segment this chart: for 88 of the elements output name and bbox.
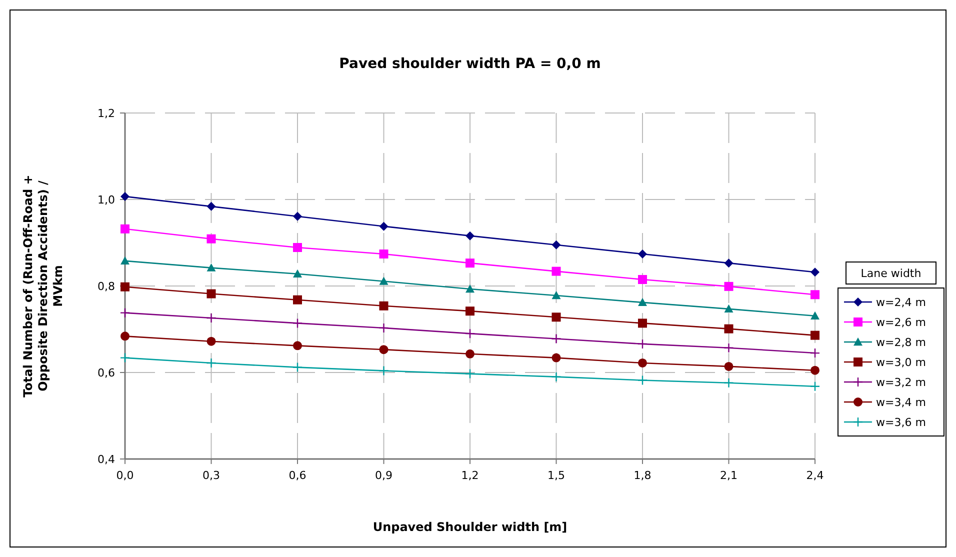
- legend-label: w=2,8 m: [876, 336, 926, 349]
- point: [724, 378, 734, 388]
- point: [810, 381, 820, 392]
- point: [552, 353, 561, 362]
- point: [638, 318, 647, 328]
- point: [379, 249, 388, 258]
- point: [810, 330, 820, 340]
- point: [379, 345, 388, 354]
- point: [206, 289, 216, 298]
- y-tick-label: 1,0: [98, 194, 115, 206]
- point: [552, 240, 561, 250]
- point: [120, 256, 130, 265]
- point: [466, 284, 474, 293]
- point: [378, 322, 389, 334]
- point: [637, 338, 648, 350]
- x-tick-label: 2,4: [806, 469, 824, 482]
- point: [810, 366, 820, 375]
- point: [120, 282, 130, 292]
- point: [551, 372, 562, 382]
- y-axis-title: Total Number of (Run-Off-Road + Opposite Direction Accidents) / MVkm: [21, 174, 65, 398]
- point: [637, 375, 648, 386]
- point: [293, 212, 302, 221]
- legend-label: w=2,4 m: [876, 296, 926, 309]
- point: [293, 295, 302, 304]
- point: [293, 243, 302, 252]
- x-tick-label: 1,8: [634, 469, 652, 482]
- point: [551, 334, 562, 344]
- point: [724, 324, 734, 334]
- legend-label: w=2,6 m: [876, 316, 926, 329]
- point: [120, 308, 130, 318]
- y-tick-label: 0,8: [98, 280, 115, 293]
- point: [378, 366, 389, 376]
- point: [638, 358, 647, 368]
- legend-title: Lane width: [860, 267, 922, 280]
- legend-label: w=3,0 m: [876, 356, 926, 369]
- x-axis-title: Unpaved Shoulder width [m]: [372, 520, 568, 534]
- point: [724, 258, 734, 268]
- point: [810, 348, 820, 358]
- chart-title: Paved shoulder width PA = 0,0 m: [339, 56, 601, 72]
- point: [379, 222, 388, 231]
- point: [552, 291, 561, 300]
- point: [724, 282, 734, 291]
- x-tick-label: 0,3: [202, 469, 220, 482]
- point: [206, 202, 216, 211]
- point: [724, 304, 734, 313]
- point: [466, 231, 474, 240]
- point: [724, 362, 734, 371]
- point: [293, 341, 302, 350]
- point: [206, 336, 216, 346]
- point: [206, 263, 216, 272]
- y-tick-label: 0,6: [98, 366, 115, 380]
- point: [552, 266, 561, 276]
- point: [206, 234, 216, 244]
- point: [292, 362, 303, 372]
- y-tick-label: 1,2: [98, 107, 115, 120]
- point: [724, 342, 734, 353]
- point: [638, 249, 647, 258]
- point: [292, 318, 303, 328]
- x-tick-label: 0,0: [116, 469, 134, 482]
- point: [120, 192, 130, 201]
- x-tick-label: 1,2: [461, 469, 479, 482]
- point: [466, 306, 474, 316]
- point: [120, 332, 130, 341]
- point: [552, 312, 561, 322]
- point: [638, 298, 647, 306]
- x-tick-label: 0,6: [288, 469, 306, 482]
- point: [464, 328, 476, 339]
- point: [206, 358, 216, 368]
- point: [638, 275, 647, 284]
- point: [379, 301, 388, 310]
- point: [810, 290, 820, 300]
- point: [466, 258, 474, 268]
- x-tick-label: 0,9: [375, 469, 392, 482]
- point: [293, 269, 302, 278]
- point: [206, 312, 216, 324]
- y-tick-label: 0,4: [98, 453, 115, 466]
- legend-label: w=3,4 m: [876, 396, 926, 409]
- point: [466, 349, 474, 358]
- point: [464, 368, 476, 379]
- legend-label: w=3,2 m: [876, 376, 926, 389]
- x-tick-label: 2,1: [720, 469, 738, 482]
- x-tick-label: 1,5: [548, 469, 565, 482]
- legend-label: w=3,6 m: [876, 416, 926, 429]
- point: [120, 352, 130, 363]
- point: [810, 311, 820, 320]
- point: [379, 276, 388, 285]
- point: [810, 268, 820, 277]
- point: [120, 224, 130, 234]
